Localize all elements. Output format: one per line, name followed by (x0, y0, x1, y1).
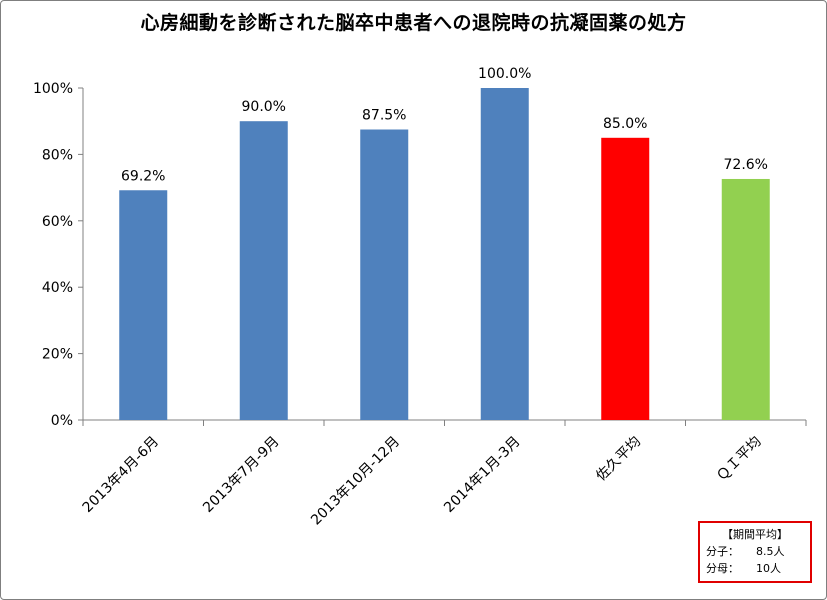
y-tick-label: 100% (33, 81, 73, 97)
bar (480, 88, 529, 420)
category-label: ＱＩ平均 (714, 434, 765, 485)
y-tick-label: 20% (42, 347, 73, 363)
bar (721, 178, 770, 420)
bar (239, 121, 288, 420)
period-average-header: 【期間平均】 (722, 528, 788, 541)
bar (360, 129, 409, 420)
category-label: 2013年4月-6月 (80, 434, 162, 516)
y-tick-label: 60% (42, 214, 73, 230)
period-average-box: 【期間平均】 分子： 8.5人 分母： 10人 (698, 521, 812, 583)
category-label: 佐久平均 (593, 434, 644, 485)
denominator-label: 分母： (706, 562, 739, 575)
numerator-value: 8.5人 (756, 545, 785, 558)
numerator-row: 分子： 8.5人 (706, 543, 804, 560)
y-tick-label: 40% (42, 280, 73, 296)
data-label: 69.2% (121, 168, 165, 184)
category-label: 2014年1月-3月 (441, 434, 523, 516)
data-label: 100.0% (478, 66, 531, 82)
numerator-label: 分子： (706, 545, 739, 558)
y-tick-label: 80% (42, 147, 73, 163)
bar (601, 137, 650, 421)
data-label: 87.5% (362, 108, 406, 124)
data-label: 85.0% (603, 116, 647, 132)
denominator-row: 分母： 10人 (706, 560, 804, 577)
y-tick-label: 0% (51, 413, 73, 429)
category-label: 2013年7月-9月 (200, 434, 282, 516)
data-label: 72.6% (724, 157, 768, 173)
category-label: 2013年10月-12月 (308, 434, 403, 529)
chart-title: 心房細動を診断された脳卒中患者への退院時の抗凝固薬の処方 (140, 12, 687, 34)
bar (119, 190, 168, 420)
denominator-value: 10人 (756, 562, 781, 575)
data-label: 90.0% (242, 99, 286, 115)
